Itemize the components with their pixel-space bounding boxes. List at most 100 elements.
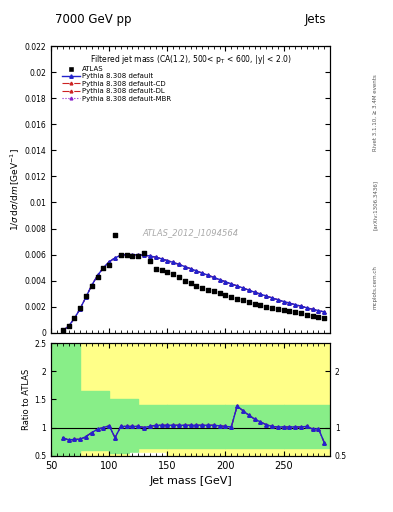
Pythia 8.308 default-DL <box>95 272 100 279</box>
Line: Pythia 8.308 default-CD: Pythia 8.308 default-CD <box>61 253 326 332</box>
ATLAS <box>100 264 107 272</box>
Pythia 8.308 default-CD <box>264 293 268 299</box>
Pythia 8.308 default-DL <box>310 306 315 312</box>
Pythia 8.308 default-DL <box>217 276 222 283</box>
Pythia 8.308 default-MBR <box>316 308 321 314</box>
Pythia 8.308 default-MBR <box>159 255 164 262</box>
Pythia 8.308 default-MBR <box>258 291 263 297</box>
Y-axis label: $1/\sigma\,\mathrm{d}\sigma/\mathrm{d}m\,[\mathrm{GeV}^{-1}]$: $1/\sigma\,\mathrm{d}\sigma/\mathrm{d}m\… <box>8 148 22 231</box>
Pythia 8.308 default <box>299 303 303 309</box>
Pythia 8.308 default-DL <box>159 255 164 262</box>
Pythia 8.308 default-DL <box>124 251 129 258</box>
Pythia 8.308 default-CD <box>78 306 83 312</box>
ATLAS <box>211 287 217 295</box>
Pythia 8.308 default-DL <box>200 270 205 276</box>
Pythia 8.308 default-DL <box>281 298 286 305</box>
Pythia 8.308 default-DL <box>223 279 228 285</box>
Pythia 8.308 default-MBR <box>299 303 303 309</box>
Pythia 8.308 default-MBR <box>275 296 280 303</box>
Pythia 8.308 default-CD <box>142 252 147 259</box>
Pythia 8.308 default-MBR <box>130 251 135 258</box>
ATLAS <box>217 289 223 297</box>
Pythia 8.308 default-MBR <box>281 298 286 305</box>
Pythia 8.308 default-DL <box>78 306 83 312</box>
Pythia 8.308 default-CD <box>252 289 257 295</box>
Pythia 8.308 default-DL <box>176 261 181 267</box>
Pythia 8.308 default-DL <box>136 252 141 258</box>
Pythia 8.308 default-CD <box>113 255 118 261</box>
Pythia 8.308 default-DL <box>299 303 303 309</box>
Pythia 8.308 default-DL <box>322 309 327 315</box>
ATLAS <box>187 279 194 287</box>
Text: Jets: Jets <box>305 13 326 26</box>
Pythia 8.308 default-CD <box>305 305 309 311</box>
ATLAS <box>257 301 263 309</box>
Pythia 8.308 default-DL <box>258 291 263 297</box>
ATLAS <box>147 257 153 265</box>
Pythia 8.308 default-DL <box>165 258 170 264</box>
Pythia 8.308 default-CD <box>147 253 152 259</box>
ATLAS <box>240 296 246 305</box>
Pythia 8.308 default-MBR <box>206 272 210 278</box>
ATLAS <box>281 306 287 314</box>
ATLAS <box>89 282 95 290</box>
ATLAS <box>275 305 281 313</box>
Pythia 8.308 default-MBR <box>142 252 147 259</box>
Pythia 8.308 default <box>113 255 118 261</box>
Pythia 8.308 default <box>194 268 199 274</box>
Pythia 8.308 default <box>78 306 83 312</box>
Pythia 8.308 default-MBR <box>310 306 315 312</box>
Pythia 8.308 default <box>147 253 152 259</box>
ATLAS <box>252 300 258 308</box>
Pythia 8.308 default <box>264 293 268 299</box>
Pythia 8.308 default-DL <box>275 296 280 303</box>
ATLAS <box>152 265 159 273</box>
Pythia 8.308 default <box>235 283 239 289</box>
Pythia 8.308 default-MBR <box>229 281 234 287</box>
Pythia 8.308 default <box>188 266 193 272</box>
Pythia 8.308 default-MBR <box>147 253 152 259</box>
Pythia 8.308 default-CD <box>188 266 193 272</box>
Pythia 8.308 default <box>107 259 112 265</box>
Pythia 8.308 default-DL <box>72 315 77 322</box>
Pythia 8.308 default-MBR <box>246 287 251 293</box>
Pythia 8.308 default-CD <box>223 279 228 285</box>
Pythia 8.308 default-MBR <box>124 251 129 258</box>
Pythia 8.308 default-MBR <box>84 294 88 300</box>
Pythia 8.308 default-CD <box>101 265 106 271</box>
Pythia 8.308 default-MBR <box>270 295 274 301</box>
ATLAS <box>65 322 72 330</box>
Pythia 8.308 default-CD <box>153 254 158 260</box>
ATLAS <box>310 311 316 319</box>
ATLAS <box>176 273 182 281</box>
Pythia 8.308 default-MBR <box>194 268 199 274</box>
Pythia 8.308 default-CD <box>229 281 234 287</box>
ATLAS <box>77 304 83 312</box>
Pythia 8.308 default <box>142 252 147 259</box>
Pythia 8.308 default-MBR <box>101 265 106 271</box>
Text: [arXiv:1306.3436]: [arXiv:1306.3436] <box>373 180 378 230</box>
Pythia 8.308 default-DL <box>171 260 176 266</box>
X-axis label: Jet mass [GeV]: Jet mass [GeV] <box>149 476 232 486</box>
Pythia 8.308 default <box>124 251 129 258</box>
Y-axis label: Ratio to ATLAS: Ratio to ATLAS <box>22 369 31 430</box>
Pythia 8.308 default-DL <box>211 274 216 281</box>
Pythia 8.308 default-DL <box>293 302 298 308</box>
Pythia 8.308 default-MBR <box>182 264 187 270</box>
ATLAS <box>286 307 292 315</box>
Pythia 8.308 default <box>258 291 263 297</box>
Pythia 8.308 default <box>322 309 327 315</box>
Pythia 8.308 default-MBR <box>66 323 71 329</box>
Pythia 8.308 default-MBR <box>305 305 309 311</box>
ATLAS <box>158 266 165 274</box>
Pythia 8.308 default-MBR <box>176 261 181 267</box>
Pythia 8.308 default-MBR <box>217 276 222 283</box>
Pythia 8.308 default-CD <box>287 300 292 306</box>
Text: Filtered jet mass (CA(1.2), 500< p$_\mathregular{T}$ < 600, |y| < 2.0): Filtered jet mass (CA(1.2), 500< p$_\mat… <box>90 53 292 66</box>
Pythia 8.308 default-MBR <box>90 282 94 288</box>
Pythia 8.308 default <box>61 328 65 334</box>
Pythia 8.308 default-CD <box>316 308 321 314</box>
Pythia 8.308 default <box>153 254 158 260</box>
ATLAS <box>222 291 229 299</box>
Pythia 8.308 default-DL <box>182 264 187 270</box>
